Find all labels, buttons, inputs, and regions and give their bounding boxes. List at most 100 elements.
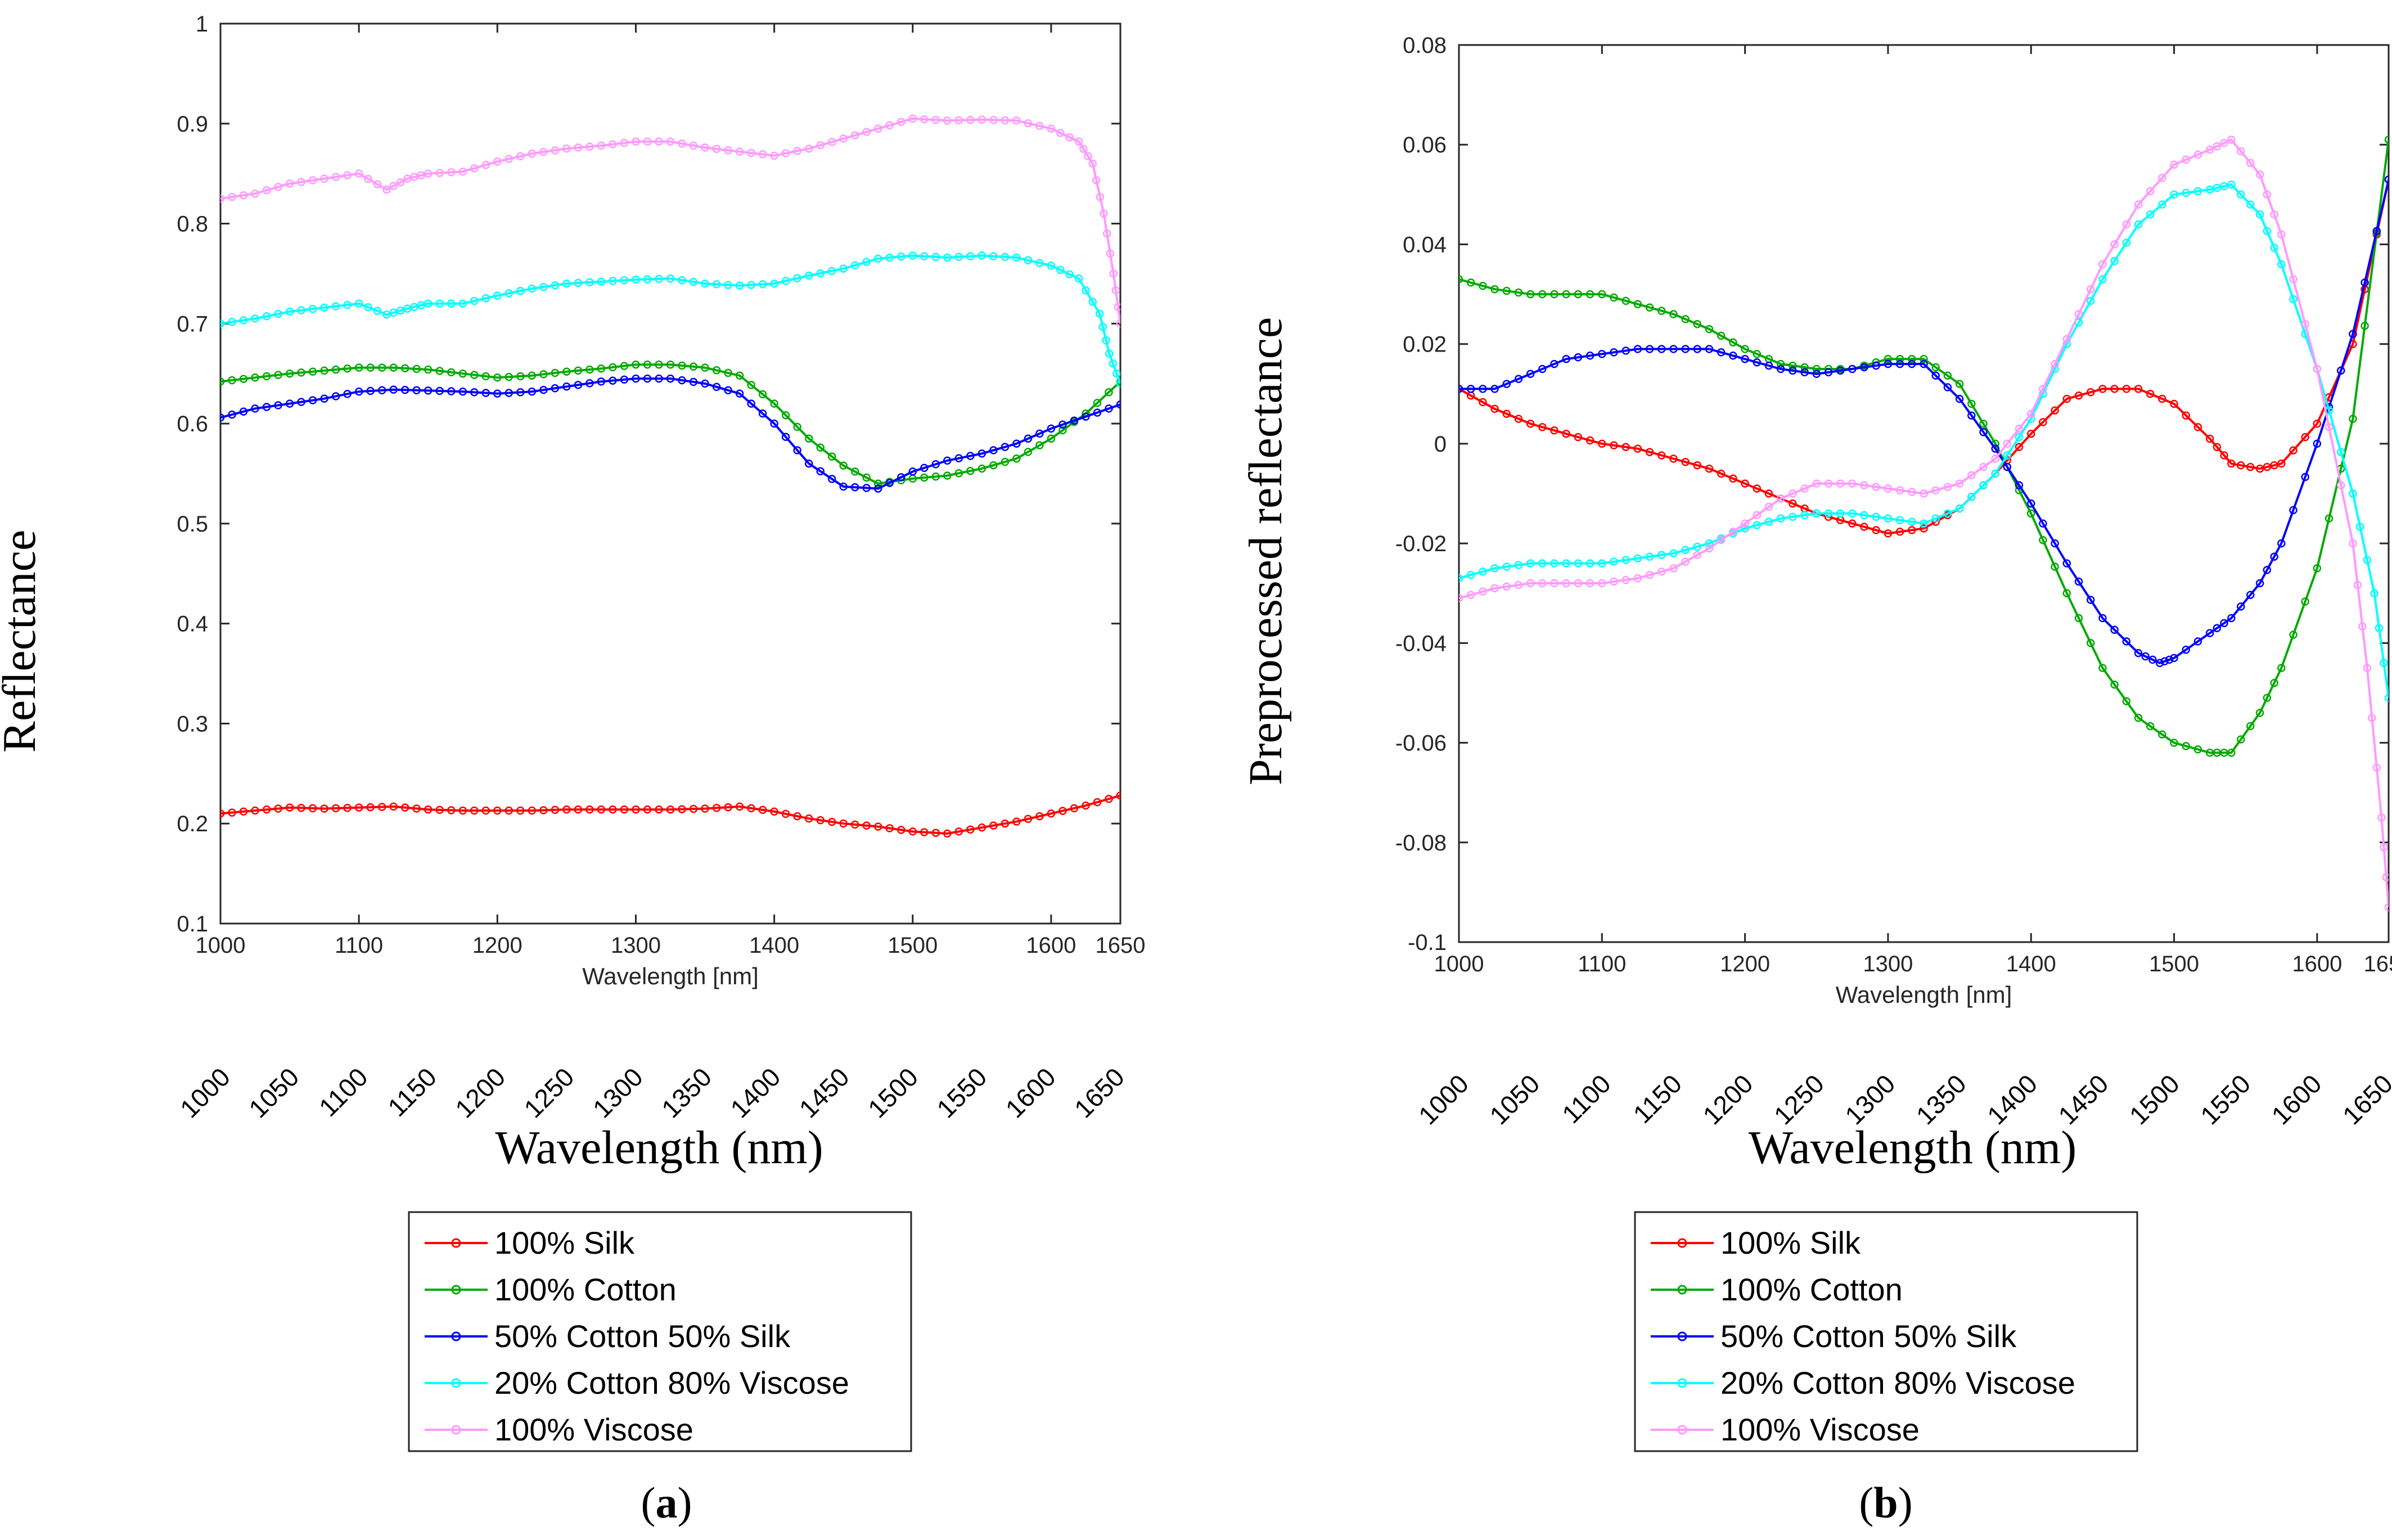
series-marker <box>2289 295 2298 304</box>
series-marker <box>1693 319 1702 328</box>
series-marker <box>2062 335 2071 344</box>
series-marker <box>2384 175 2389 184</box>
series-marker <box>666 805 675 814</box>
series-marker <box>1466 570 1475 579</box>
series-marker <box>1550 359 1558 368</box>
series-marker <box>609 363 617 372</box>
series-marker <box>297 306 305 314</box>
series-marker <box>493 806 502 815</box>
series-marker <box>1621 443 1630 452</box>
series-marker <box>943 829 952 838</box>
series-marker <box>804 434 813 443</box>
series-marker <box>2289 275 2298 283</box>
outer-x-tick-label: 1650 <box>2337 1069 2392 1130</box>
series-marker <box>1764 489 1773 498</box>
series-marker <box>724 368 732 377</box>
series-marker <box>793 422 801 431</box>
series-marker <box>1729 474 1737 483</box>
series-marker <box>1585 352 1594 360</box>
legend-entry-label: 100% Viscose <box>1720 1412 1920 1447</box>
series-marker <box>1669 549 1678 558</box>
series-marker <box>655 374 663 383</box>
series-marker <box>2236 190 2245 199</box>
series-marker <box>1585 436 1594 445</box>
series-marker <box>2170 160 2178 169</box>
series-marker <box>481 389 490 397</box>
series-marker <box>1096 192 1105 201</box>
series-marker <box>1800 484 1809 493</box>
series-marker <box>1991 454 1999 463</box>
series-marker <box>539 282 548 291</box>
series-marker <box>2246 462 2255 471</box>
outer-x-tick-label: 1500 <box>2124 1069 2185 1130</box>
series-marker <box>493 291 502 300</box>
series-marker <box>574 381 583 389</box>
series-markers-2 <box>1459 136 2389 757</box>
outer-x-tick-label: 1400 <box>724 1062 786 1123</box>
series-marker <box>1502 380 1511 388</box>
series-marker <box>1074 137 1083 146</box>
series-marker <box>1105 349 1114 358</box>
legend-swatch-marker <box>1677 1285 1687 1295</box>
series-marker <box>239 407 248 416</box>
series-marker <box>1824 368 1833 377</box>
series-marker <box>400 803 409 812</box>
series-marker <box>251 404 259 413</box>
legend-swatch-marker <box>1677 1331 1687 1341</box>
series-marker <box>597 377 606 386</box>
series-marker <box>389 802 398 811</box>
series-marker <box>320 804 328 813</box>
series-marker <box>1967 411 1976 420</box>
caption-open: ( <box>641 1478 656 1527</box>
series-marker <box>897 252 906 261</box>
series-marker <box>1753 521 1762 529</box>
series-marker <box>2213 183 2222 192</box>
series-marker <box>2361 278 2369 287</box>
series-marker <box>2158 174 2166 182</box>
series-marker <box>2134 714 2143 722</box>
series-line-1 <box>1459 179 2389 535</box>
outer-x-axis-label: Wavelength (nm) <box>1749 1122 2076 1174</box>
series-marker <box>793 147 801 155</box>
series-marker <box>1657 568 1666 576</box>
series-marker <box>609 140 617 148</box>
series-marker <box>850 467 859 476</box>
series-marker <box>1955 380 1964 388</box>
y-tick-label: 1 <box>196 12 208 37</box>
series-marker <box>2165 655 2174 664</box>
series-marker <box>343 300 352 309</box>
series-marker <box>1789 512 1797 521</box>
series-marker <box>1705 464 1714 473</box>
series-marker <box>850 483 859 492</box>
series-marker <box>1526 579 1535 588</box>
series-marker <box>516 287 525 295</box>
series-marker <box>504 389 513 397</box>
series-marker <box>539 147 548 156</box>
series-marker <box>781 411 790 420</box>
series-marker <box>528 806 537 815</box>
series-marker <box>2236 147 2245 156</box>
series-marker <box>585 379 594 388</box>
series-marker <box>2003 462 2012 471</box>
series-marker <box>1012 253 1021 262</box>
series-marker <box>1105 795 1113 803</box>
series-marker <box>516 152 525 161</box>
series-marker <box>539 370 548 379</box>
series-marker <box>285 369 294 378</box>
series-marker <box>2086 639 2095 647</box>
series-marker <box>989 252 998 260</box>
series-marker <box>2363 556 2372 564</box>
series-marker <box>274 309 282 318</box>
series-marker <box>2361 321 2369 330</box>
series-marker <box>1836 366 1845 375</box>
series-marker <box>850 261 859 269</box>
series-marker <box>747 281 755 289</box>
series-marker <box>1001 443 1010 451</box>
series-marker <box>1789 499 1797 508</box>
x-tick-label: 1000 <box>196 933 246 958</box>
series-marker <box>331 804 340 813</box>
series-marker <box>424 365 433 374</box>
series-marker <box>2039 418 2047 426</box>
series-marker <box>816 816 825 825</box>
outer-x-tick-label: 1200 <box>449 1062 511 1123</box>
